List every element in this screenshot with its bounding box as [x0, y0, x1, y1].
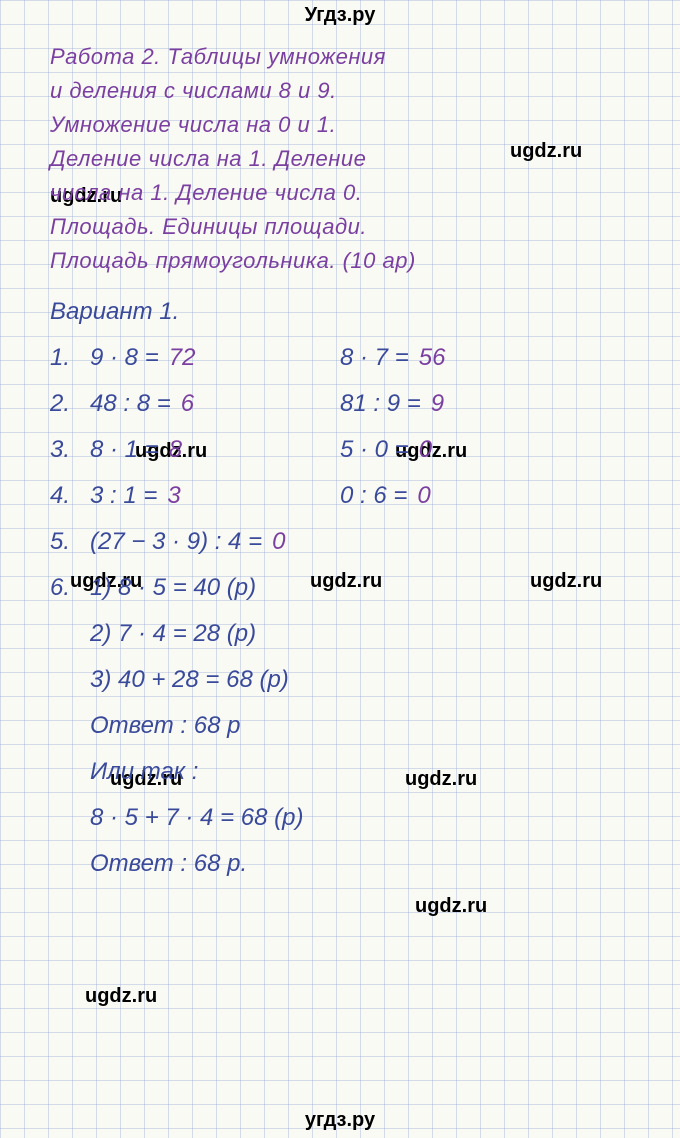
or-text: Или так :	[90, 758, 650, 786]
problem-number: 1.	[50, 344, 90, 372]
title-line: и деления с числами 8 и 9.	[50, 74, 650, 108]
problem-number: 3.	[50, 436, 90, 464]
answer: 3	[167, 482, 180, 510]
expression: 81 : 9 =	[340, 390, 421, 418]
problem-row: 4.3 : 1 = 3 0 : 6 = 0	[50, 482, 650, 510]
problem-row: 2.48 : 8 = 6 81 : 9 = 9	[50, 390, 650, 418]
problem-row: 1.9 · 8 = 72 8 · 7 = 56	[50, 344, 650, 372]
step-text: 1) 8 · 5 = 40 (р)	[90, 574, 256, 602]
title-line: Площадь. Единицы площади.	[50, 210, 650, 244]
site-header: Угдз.ру	[0, 4, 680, 27]
expression: 9 · 8 =	[90, 344, 159, 372]
problem-number: 5.	[50, 528, 90, 556]
answer: 0	[419, 436, 432, 464]
expression: 48 : 8 =	[90, 390, 171, 418]
expression: 3 : 1 =	[90, 482, 157, 510]
problem-number: 2.	[50, 390, 90, 418]
problem-row: 3.8 · 1 = 8 5 · 0 = 0	[50, 436, 650, 464]
answer: 56	[419, 344, 446, 372]
expression: (27 − 3 · 9) : 4 =	[90, 528, 262, 556]
problem-number: 4.	[50, 482, 90, 510]
step-text: 2) 7 · 4 = 28 (р)	[90, 620, 650, 648]
answer: 6	[181, 390, 194, 418]
title-line: Работа 2. Таблицы умножения	[50, 40, 650, 74]
problem-number: 6.	[50, 574, 90, 602]
step-text: 3) 40 + 28 = 68 (р)	[90, 666, 650, 694]
title-line: Умножение числа на 0 и 1.	[50, 108, 650, 142]
expression: 8 · 7 =	[340, 344, 409, 372]
answer: 9	[431, 390, 444, 418]
watermark-text: ugdz.ru	[415, 895, 487, 918]
problem-6: 6. 1) 8 · 5 = 40 (р)	[50, 574, 650, 602]
expression: 5 · 0 =	[340, 436, 409, 464]
answer: 0	[272, 528, 285, 556]
problem-5: 5. (27 − 3 · 9) : 4 = 0	[50, 528, 650, 556]
variant-heading: Вариант 1.	[50, 298, 650, 326]
page-content: Работа 2. Таблицы умноженияи деления с ч…	[50, 40, 650, 896]
title-line: числа на 1. Деление числа 0.	[50, 176, 650, 210]
expression: 8 · 1 =	[90, 436, 159, 464]
answer-text: Ответ : 68 р	[90, 712, 650, 740]
answer-text: Ответ : 68 р.	[90, 850, 650, 878]
title-line: Деление числа на 1. Деление	[50, 142, 650, 176]
title-line: Площадь прямоугольника. (10 ар)	[50, 244, 650, 278]
site-footer: угдз.ру	[0, 1109, 680, 1132]
expression: 0 : 6 =	[340, 482, 407, 510]
answer: 8	[169, 436, 182, 464]
problems-block: 1.9 · 8 = 72 8 · 7 = 56 2.48 : 8 = 6 81 : 9 = 9…	[50, 344, 650, 510]
combined-expression: 8 · 5 + 7 · 4 = 68 (р)	[90, 804, 650, 832]
answer: 72	[169, 344, 196, 372]
title-block: Работа 2. Таблицы умноженияи деления с ч…	[50, 40, 650, 278]
watermark-text: ugdz.ru	[85, 985, 157, 1008]
answer: 0	[417, 482, 430, 510]
